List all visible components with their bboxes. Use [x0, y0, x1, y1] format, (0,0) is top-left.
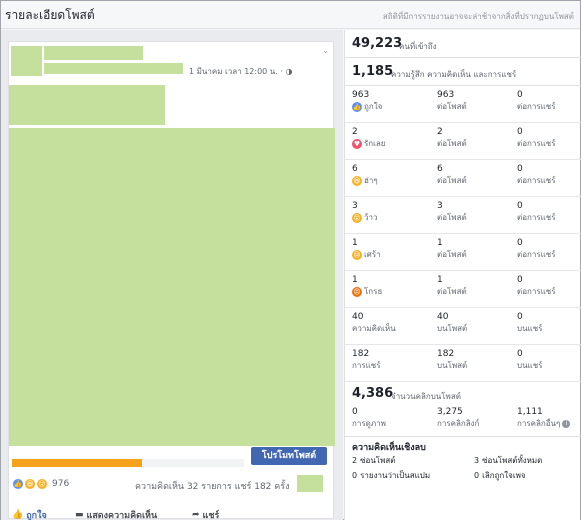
link-clicks: 3,275 การคลิกลิงก์ — [437, 407, 480, 428]
clicks-label: จำนวนคลิกบนโพสต์ — [391, 392, 461, 401]
report-spam: 0 รายงานว่าเป็นสแปม — [352, 471, 431, 480]
reaction-total: 1 😠 โกรธ — [352, 275, 383, 297]
on-post-total: 3 ต่อโพสต์ — [437, 201, 467, 222]
engagement-row: 40 ความคิดเห็น 40 บนโพสต์ 0 บนแชร์ — [345, 308, 581, 345]
reaction-total: 963 👍 ถูกใจ — [352, 90, 383, 112]
hide-post: 2 ซ่อนโพสต์ — [352, 456, 396, 465]
reaction-summary[interactable]: 👍 😆 😮 976 — [13, 479, 69, 489]
on-shares-total: 0 ต่อการแชร์ — [517, 127, 556, 148]
reaction-total: 3 😮 ว้าว — [352, 201, 378, 223]
on-post-total: 1 ต่อโพสต์ — [437, 275, 467, 296]
post-preview-pane: 1 มีนาคม เวลา 12:00 น. · ◑ ⌄ โปรโมทโพสต์… — [1, 30, 343, 520]
thumbs-up-icon: 👍 — [12, 510, 24, 520]
globe-icon: ◑ — [285, 67, 293, 76]
other-clicks: 1,111 การคลิกอื่นๆ i — [517, 407, 581, 429]
stats-delay-note: สถิติที่มีการรายงานอาจจะล่าช้าจากสิ่งที่… — [382, 12, 574, 21]
engagement-row: 182 การแชร์ 182 บนโพสต์ 0 บนแชร์ — [345, 345, 581, 382]
reaction-total: 1 😢 เศร้า — [352, 238, 381, 260]
on-post-total: 963 ต่อโพสต์ — [437, 90, 467, 111]
on-shares-total: 0 บนแชร์ — [517, 312, 543, 333]
reach-label: คนที่เข้าถึง — [399, 42, 437, 51]
reach-progress-fill — [12, 459, 142, 467]
page-thumb-redacted — [297, 475, 323, 492]
stats-pane: 49,223 คนที่เข้าถึง 1,185 ความรู้สึก ควา… — [344, 30, 581, 520]
on-post-total: 6 ต่อโพสต์ — [437, 164, 467, 185]
post-text-redacted — [9, 85, 165, 125]
reach-progress-bar — [12, 459, 244, 467]
negative-feedback-title: ความคิดเห็นเชิงลบ — [352, 443, 426, 453]
engagement-row: 3 😮 ว้าว 3 ต่อโพสต์ 0 ต่อการแชร์ — [345, 197, 581, 234]
chevron-down-icon[interactable]: ⌄ — [322, 46, 329, 55]
comment-button[interactable]: ▬ แสดงความคิดเห็น — [75, 510, 158, 520]
dialog-header: รายละเอียดโพสต์ สถิติที่มีการรายงานอาจจะ… — [1, 1, 580, 29]
engagement-row: 2 ♥ รักเลย 2 ต่อโพสต์ 0 ต่อการแชร์ — [345, 123, 581, 160]
page-name-redacted[interactable] — [44, 46, 143, 60]
engagement-row: 963 👍 ถูกใจ 963 ต่อโพสต์ 0 ต่อการแชร์ — [345, 86, 581, 123]
unlike-page: 0 เลิกถูกใจเพจ — [474, 471, 526, 480]
reaction-total: 40 ความคิดเห็น — [352, 312, 396, 333]
haha-icon: 😆 — [352, 175, 362, 186]
engagement-value: 1,185 — [352, 64, 394, 79]
hide-all-posts: 3 ซ่อนโพสต์ทั้งหมด — [474, 456, 543, 465]
like-button[interactable]: 👍 ถูกใจ — [12, 510, 47, 520]
share-button[interactable]: ➦ แชร์ — [192, 510, 220, 520]
on-shares-total: 0 ต่อการแชร์ — [517, 275, 556, 296]
photo-views: 0 การดูภาพ — [352, 407, 386, 428]
page-avatar[interactable] — [11, 46, 42, 76]
engagement-section: 1,185 ความรู้สึก ความคิดเห็น และการแชร์ — [345, 58, 581, 86]
info-icon[interactable]: i — [562, 419, 571, 428]
post-timestamp[interactable]: 1 มีนาคม เวลา 12:00 น. · ◑ — [189, 67, 293, 76]
on-post-total: 182 บนโพสต์ — [437, 349, 468, 370]
wow-icon: 😮 — [352, 212, 362, 223]
wow-icon: 😮 — [37, 479, 47, 489]
like-icon: 👍 — [352, 101, 362, 112]
on-shares-total: 0 ต่อการแชร์ — [517, 164, 556, 185]
comment-icon: ▬ — [75, 510, 84, 520]
post-actions: 👍 ถูกใจ ▬ แสดงความคิดเห็น ➦ แชร์ — [9, 508, 335, 520]
dialog-title: รายละเอียดโพสต์ — [5, 8, 95, 22]
love-icon: ♥ — [352, 138, 362, 149]
reaction-total: 2 ♥ รักเลย — [352, 127, 386, 149]
sad-icon: 😢 — [352, 249, 362, 260]
reaction-total: 182 การแชร์ — [352, 349, 381, 370]
engagement-label: ความรู้สึก ความคิดเห็น และการแชร์ — [391, 70, 517, 79]
on-shares-total: 0 ต่อการแชร์ — [517, 90, 556, 111]
negative-feedback-section: ความคิดเห็นเชิงลบ 2 ซ่อนโพสต์ 3 ซ่อนโพสต์ท… — [345, 440, 581, 500]
reaction-count: 976 — [52, 479, 70, 489]
reach-value: 49,223 — [352, 36, 403, 51]
on-shares-total: 0 ต่อการแชร์ — [517, 201, 556, 222]
engagement-row: 1 😢 เศร้า 1 ต่อโพสต์ 0 ต่อการแชร์ — [345, 234, 581, 271]
on-post-total: 2 ต่อโพสต์ — [437, 127, 467, 148]
post-card: 1 มีนาคม เวลา 12:00 น. · ◑ ⌄ โปรโมทโพสต์… — [8, 41, 335, 520]
engagement-row: 6 😆 ฮ่าๆ 6 ต่อโพสต์ 0 ต่อการแชร์ — [345, 160, 581, 197]
post-image-redacted[interactable] — [9, 128, 335, 446]
on-post-total: 40 บนโพสต์ — [437, 312, 468, 333]
clicks-section: 4,386 จำนวนคลิกบนโพสต์ 0 การดูภาพ 3,275 กา… — [345, 382, 581, 437]
post-author-redacted — [44, 63, 183, 74]
haha-icon: 😆 — [25, 479, 35, 489]
like-icon: 👍 — [13, 479, 23, 489]
clicks-value: 4,386 — [352, 386, 394, 401]
engagement-row: 1 😠 โกรธ 1 ต่อโพสต์ 0 ต่อการแชร์ — [345, 271, 581, 308]
reaction-total: 6 😆 ฮ่าๆ — [352, 164, 378, 186]
on-post-total: 1 ต่อโพสต์ — [437, 238, 467, 259]
reach-section: 49,223 คนที่เข้าถึง — [345, 30, 581, 58]
angry-icon: 😠 — [352, 286, 362, 297]
comments-shares-count[interactable]: ความคิดเห็น 32 รายการ แชร์ 182 ครั้ง — [135, 482, 290, 492]
on-shares-total: 0 บนแชร์ — [517, 349, 543, 370]
on-shares-total: 0 ต่อการแชร์ — [517, 238, 556, 259]
boost-post-button[interactable]: โปรโมทโพสต์ — [251, 447, 327, 465]
share-arrow-icon: ➦ — [192, 510, 200, 520]
